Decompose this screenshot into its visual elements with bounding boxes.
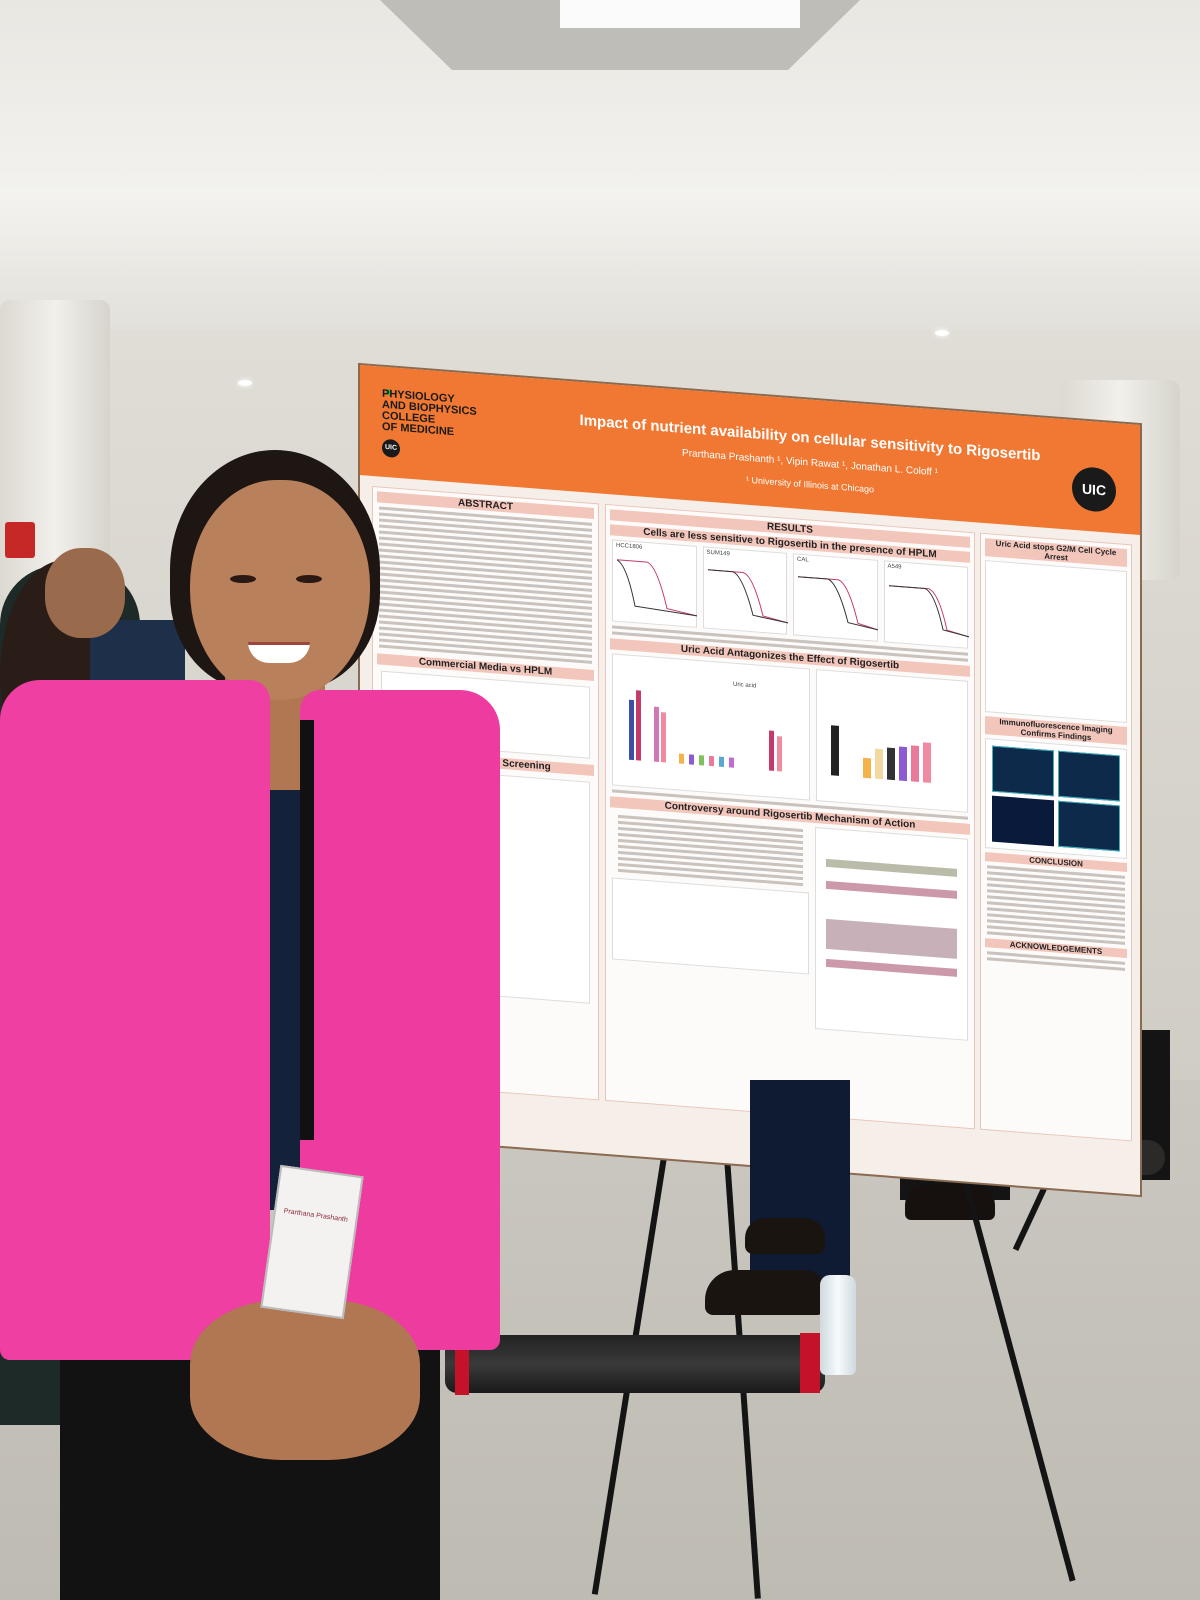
mechanism-text	[612, 811, 809, 1028]
skylight-window	[560, 0, 800, 28]
poster-tube	[445, 1335, 825, 1393]
shoe	[745, 1218, 825, 1254]
dose-curve-panel: A549	[883, 560, 969, 649]
research-poster: PHYSIOLOGY AND BIOPHYSICS COLLEGE OF MED…	[360, 365, 1140, 1196]
lanyard	[300, 720, 314, 1140]
panel-label: A549	[887, 563, 902, 571]
uic-logo-small: UIC	[382, 438, 400, 459]
immunofluorescence-images	[985, 738, 1127, 860]
fire-alarm-sign	[5, 522, 35, 558]
poster-results-column: RESULTS Cells are less sensitive to Rigo…	[605, 503, 975, 1130]
poster-right-column: Uric Acid stops G2/M Cell Cycle Arrest I…	[980, 532, 1132, 1142]
shoe	[905, 1185, 995, 1220]
dose-curve	[707, 569, 788, 624]
panel-label: CAL	[797, 556, 809, 564]
water-bottle	[820, 1275, 856, 1375]
shoe	[705, 1270, 825, 1315]
rigosertib-bar-chart	[815, 669, 968, 813]
ceiling-light	[238, 380, 252, 386]
woman-face	[190, 480, 370, 700]
dose-curve-panel: SUM149	[702, 546, 788, 635]
bar-chart	[629, 690, 782, 772]
dose-curve	[617, 559, 697, 617]
western-blot-figure	[814, 826, 968, 1041]
bar-chart	[830, 725, 931, 783]
line-graphs	[612, 877, 809, 975]
pink-blazer-left	[0, 680, 270, 1360]
panel-label: HCC1806	[616, 542, 643, 551]
badge-name: Prarthana Prashanth	[283, 1207, 349, 1224]
ceiling-light	[935, 330, 949, 336]
poster-tube-cap	[455, 1335, 469, 1395]
dose-response-row: HCC1806 SUM149 CAL A549	[612, 539, 969, 649]
dose-curve	[798, 576, 878, 631]
poster-tube-cap	[800, 1333, 820, 1393]
mechanism-section	[612, 811, 968, 1041]
panel-label: SUM149	[706, 549, 730, 558]
cell-cycle-figure	[985, 560, 1127, 724]
uric-acid-figures: Uric acid	[612, 653, 968, 813]
background-person-head	[45, 548, 125, 638]
dose-curve-panel: CAL	[793, 553, 878, 642]
uric-acid-bar-chart: Uric acid	[612, 653, 810, 801]
dose-curve	[888, 585, 969, 638]
dose-curve-panel: HCC1806	[612, 539, 697, 628]
woman-hands	[190, 1300, 420, 1460]
